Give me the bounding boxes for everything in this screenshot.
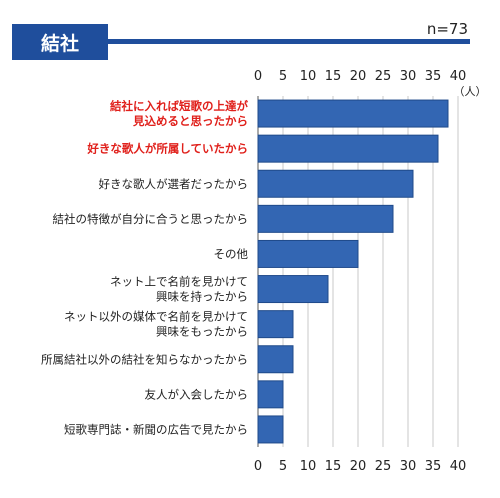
x-tick-label-top: 25 [375,69,392,84]
category-label: 好きな歌人が選者だったから [99,177,249,191]
bar [257,275,329,304]
category-label: 友人が入会したから [145,387,249,401]
bar [257,310,294,339]
category-label: ネット上で名前を見かけて [110,275,248,289]
category-label: 興味をもったから [156,325,248,339]
x-tick-label-bottom: 10 [300,459,317,474]
x-tick-label-top: 5 [279,69,287,84]
x-tick-label-top: 0 [254,69,262,84]
bar [257,415,284,444]
x-tick-label-top: 40 [450,69,467,84]
x-tick-label-top: 20 [350,69,367,84]
bar [257,169,414,198]
category-label: 見込めると思ったから [132,114,248,128]
bar [257,239,359,268]
bar [257,134,439,163]
x-tick-label-top: 10 [300,69,317,84]
x-tick-label-bottom: 40 [450,459,467,474]
header-rule [108,39,470,44]
x-tick-label-bottom: 15 [325,459,342,474]
unit-label: （人） [454,85,487,98]
section-title: 結社 [12,24,108,60]
x-tick-label-bottom: 25 [375,459,392,474]
bar [257,345,294,374]
category-label: 短歌専門誌・新聞の広告で見たから [64,422,248,436]
x-tick-label-bottom: 0 [254,459,262,474]
x-tick-label-top: 15 [325,69,342,84]
x-tick-label-top: 30 [400,69,417,84]
bar [257,204,394,233]
x-tick-label-bottom: 30 [400,459,417,474]
x-tick-label-top: 35 [425,69,442,84]
category-label: ネット以外の媒体で名前を見かけて [64,310,248,324]
category-label: 好きな歌人が所属していたから [86,142,248,156]
bar [257,99,449,128]
category-label: 興味を持ったから [156,290,248,304]
x-tick-label-bottom: 5 [279,459,287,474]
sample-size-label: n=73 [426,20,468,38]
x-tick-label-bottom: 20 [350,459,367,474]
x-tick-label-bottom: 35 [425,459,442,474]
category-label: 結社に入れば短歌の上達が [110,99,248,113]
bar [257,380,284,409]
category-label: その他 [214,247,249,261]
category-label: 所属結社以外の結社を知らなかったから [41,352,248,366]
category-label: 結社の特徴が自分に合うと思ったから [53,212,249,226]
